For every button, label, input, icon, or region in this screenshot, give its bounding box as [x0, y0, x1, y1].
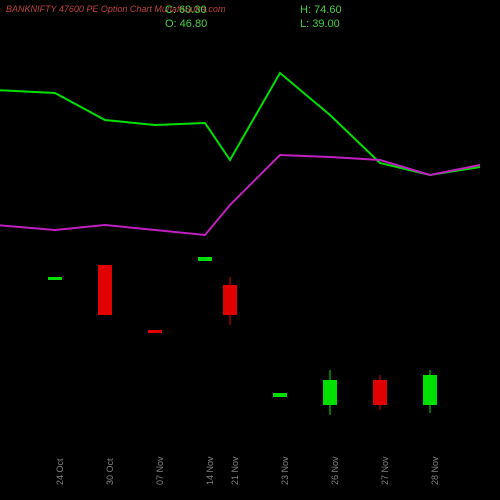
x-axis-label: 24 Oct: [55, 458, 65, 485]
candle: [323, 35, 337, 435]
x-axis-label: 30 Oct: [105, 458, 115, 485]
info-open: O: 46.80: [165, 18, 207, 30]
candle: [373, 35, 387, 435]
info-low: L: 39.00: [300, 18, 340, 30]
x-axis-label: 28 Nov: [430, 456, 440, 485]
candle: [98, 35, 112, 435]
candle: [273, 35, 287, 435]
candle: [48, 35, 62, 435]
candle: [148, 35, 162, 435]
x-axis-label: 27 Nov: [380, 456, 390, 485]
x-axis-label: 26 Nov: [330, 456, 340, 485]
purple-series-line: [0, 155, 480, 235]
x-axis-labels: 24 Oct 30 Oct 07 Nov 14 Nov 21 Nov 23 Nov 26 N…: [0, 440, 500, 490]
x-axis-label: 07 Nov: [155, 456, 165, 485]
chart-area: [0, 35, 500, 435]
info-close: C: 60.30: [165, 4, 207, 16]
candle: [223, 35, 237, 435]
candle: [423, 35, 437, 435]
x-axis-label: 14 Nov: [205, 456, 215, 485]
x-axis-label: 23 Nov: [280, 456, 290, 485]
candle: [198, 35, 212, 435]
info-high: H: 74.60: [300, 4, 342, 16]
x-axis-label: 21 Nov: [230, 456, 240, 485]
green-series-line: [0, 73, 480, 175]
